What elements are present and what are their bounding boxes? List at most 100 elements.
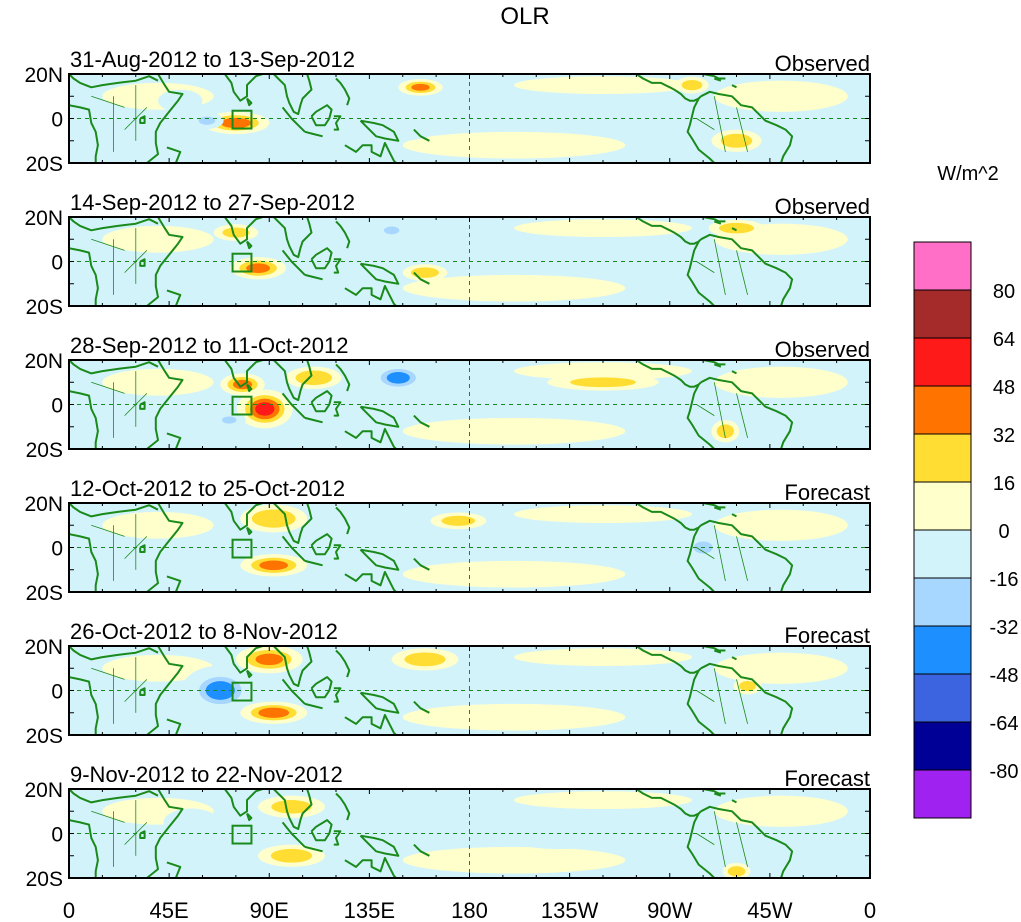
coastlines — [69, 360, 794, 449]
coastline — [731, 84, 737, 89]
y-tick-label: 20S — [26, 439, 63, 462]
anomaly-blob — [722, 862, 751, 878]
coastline — [731, 370, 737, 375]
coastlines — [69, 217, 794, 306]
coastline — [166, 575, 182, 592]
coastline — [218, 789, 263, 817]
coastline — [335, 363, 351, 392]
anomaly-blob — [180, 539, 225, 556]
coastline — [359, 405, 400, 428]
colorbar-label: -16 — [990, 569, 1019, 591]
coastline — [674, 503, 726, 509]
background-band — [402, 131, 626, 159]
coastline — [272, 360, 313, 402]
coastline — [413, 843, 430, 857]
y-tick-label: 20N — [24, 64, 63, 87]
olr-panel: 20N 0 20S 28-Sep-2012 to 11-Oct-2012 Observe… — [24, 333, 871, 462]
coastline — [731, 513, 737, 518]
coastline — [166, 432, 182, 449]
x-tick-label: 0 — [63, 898, 75, 922]
coastline — [246, 526, 253, 536]
anomaly-contour — [166, 93, 194, 108]
coastline — [166, 289, 182, 306]
coastline — [272, 646, 313, 687]
colorbar-label: 32 — [993, 425, 1015, 447]
background-band — [714, 795, 848, 827]
region-box — [231, 109, 253, 130]
coastline — [344, 285, 397, 306]
y-tick-label: 20S — [26, 296, 63, 319]
coastline — [674, 360, 726, 366]
coastline — [146, 74, 184, 163]
country-border — [713, 668, 726, 724]
y-tick-label: 0 — [51, 824, 63, 847]
anomaly-blob — [430, 512, 487, 530]
x-tick-label: 45W — [747, 898, 792, 922]
anomaly-blob — [370, 525, 427, 548]
map-area — [69, 360, 870, 449]
anomaly-contour — [205, 681, 235, 700]
anomaly-blob — [402, 264, 448, 281]
coastline — [359, 834, 400, 857]
coastline — [218, 646, 263, 674]
coastline — [686, 670, 716, 735]
x-tick-label: 90E — [250, 898, 289, 922]
anomaly-contour — [251, 509, 296, 528]
country-border — [91, 238, 125, 251]
region-box — [231, 395, 253, 416]
coastline — [69, 104, 99, 163]
country-border — [91, 524, 125, 537]
coastline — [635, 360, 702, 388]
anomaly-contour — [255, 402, 275, 416]
lake-outline — [139, 258, 146, 267]
coastline — [310, 676, 333, 699]
anomaly-blob — [236, 389, 293, 429]
anomaly-contour — [381, 529, 416, 544]
colorbar-swatch — [913, 433, 972, 483]
coastline — [731, 656, 737, 661]
coastline — [713, 649, 722, 654]
country-border — [696, 118, 715, 130]
colorbar-swatch — [913, 721, 972, 771]
coastline — [635, 217, 702, 245]
coastline — [69, 789, 159, 804]
country-border — [696, 833, 715, 845]
colorbar-label: -80 — [990, 761, 1019, 783]
anomaly-contour — [727, 866, 746, 877]
coastline — [166, 718, 182, 735]
anomaly-blob — [158, 89, 203, 112]
coastline — [335, 220, 351, 249]
coastline — [700, 805, 794, 878]
coastline — [246, 240, 253, 250]
coastline — [635, 646, 702, 674]
coastline — [359, 119, 400, 142]
anomaly-contour — [332, 234, 384, 253]
coastline — [246, 812, 253, 822]
coastline — [246, 97, 253, 107]
anomaly-blob — [190, 112, 224, 130]
country-border — [696, 261, 715, 273]
anomaly-blob — [212, 411, 246, 429]
anomaly-contour — [386, 372, 410, 384]
anomaly-blob — [391, 648, 459, 671]
anomaly-contour — [528, 831, 589, 845]
country-border — [91, 95, 125, 108]
colorbar-units: W/m^2 — [937, 163, 999, 185]
anomaly-blob — [341, 113, 442, 142]
coastline — [413, 700, 430, 714]
panel-kind: Forecast — [784, 480, 870, 505]
coastlines — [69, 503, 794, 592]
coastline — [674, 789, 726, 795]
colorbar-label: -32 — [990, 617, 1019, 639]
colorbar-swatch — [913, 529, 972, 579]
coastline — [146, 646, 184, 735]
colorbar-swatch — [913, 289, 972, 339]
anomaly-contour — [258, 707, 290, 718]
coastline — [69, 217, 159, 232]
anomaly-blob — [675, 76, 709, 94]
coastline — [413, 414, 430, 428]
anomaly-blob — [398, 79, 443, 96]
coastline — [674, 217, 726, 223]
colorbar-label: 0 — [998, 521, 1009, 543]
